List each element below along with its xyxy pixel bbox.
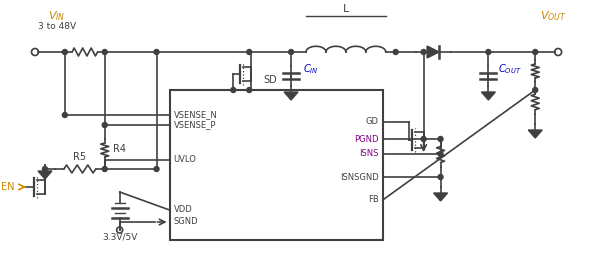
Text: $V_{OUT}$: $V_{OUT}$ xyxy=(540,9,566,23)
Circle shape xyxy=(62,113,68,118)
Text: VDD: VDD xyxy=(173,206,192,215)
Text: EN: EN xyxy=(1,182,15,192)
Circle shape xyxy=(247,88,252,92)
Text: 3 to 48V: 3 to 48V xyxy=(38,22,76,31)
Circle shape xyxy=(438,152,443,156)
Polygon shape xyxy=(528,130,542,138)
Text: R5: R5 xyxy=(74,152,86,162)
Circle shape xyxy=(421,137,426,141)
Circle shape xyxy=(393,50,398,54)
Text: UVLO: UVLO xyxy=(173,156,196,165)
Text: FB: FB xyxy=(368,196,379,205)
Polygon shape xyxy=(434,193,447,201)
Text: 3.3V/5V: 3.3V/5V xyxy=(102,233,138,242)
Text: $C_{IN}$: $C_{IN}$ xyxy=(303,62,319,76)
Circle shape xyxy=(533,88,538,92)
Circle shape xyxy=(62,50,68,54)
Circle shape xyxy=(438,175,443,180)
Circle shape xyxy=(42,166,47,172)
Circle shape xyxy=(247,50,252,54)
Circle shape xyxy=(438,137,443,141)
Circle shape xyxy=(102,122,107,128)
Circle shape xyxy=(102,166,107,172)
Text: $V_{IN}$: $V_{IN}$ xyxy=(48,9,66,23)
Circle shape xyxy=(421,50,426,54)
Circle shape xyxy=(154,50,159,54)
Text: SD: SD xyxy=(263,75,277,85)
Text: L: L xyxy=(343,4,349,14)
Text: $C_{OUT}$: $C_{OUT}$ xyxy=(498,62,522,76)
Text: PGND: PGND xyxy=(354,134,379,144)
Circle shape xyxy=(289,50,294,54)
Text: ISNS: ISNS xyxy=(359,150,379,159)
Circle shape xyxy=(533,50,538,54)
Text: R4: R4 xyxy=(112,144,126,154)
Circle shape xyxy=(154,166,159,172)
Text: SGND: SGND xyxy=(173,218,198,227)
Text: GD: GD xyxy=(366,118,379,126)
Text: VSENSE_P: VSENSE_P xyxy=(173,120,216,129)
Polygon shape xyxy=(38,171,52,179)
Circle shape xyxy=(486,50,491,54)
Circle shape xyxy=(102,50,107,54)
Polygon shape xyxy=(481,92,495,100)
Text: ISNSGND: ISNSGND xyxy=(340,172,379,181)
Bar xyxy=(169,90,383,240)
Circle shape xyxy=(231,88,236,92)
Polygon shape xyxy=(427,46,439,58)
Polygon shape xyxy=(284,92,298,100)
Text: VSENSE_N: VSENSE_N xyxy=(173,110,217,119)
